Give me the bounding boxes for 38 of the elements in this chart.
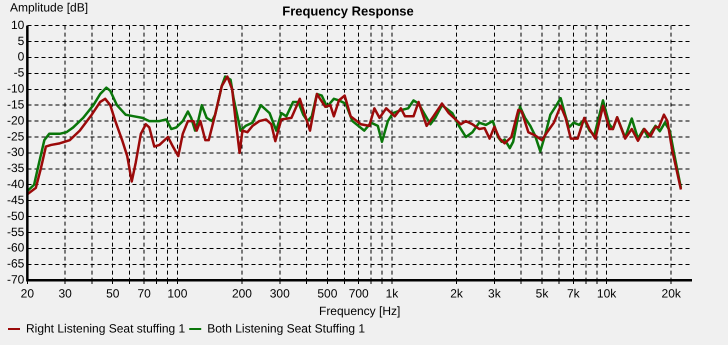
chart-title: Frequency Response	[282, 3, 414, 18]
y-tick-label: -45	[7, 192, 25, 207]
x-tick-label: 100	[167, 286, 188, 301]
y-tick-label: -70	[7, 272, 25, 287]
x-tick-label: 10k	[596, 286, 618, 301]
y-axis-title: Amplitude [dB]	[10, 0, 88, 14]
x-tick-label: 7k	[567, 286, 581, 301]
y-tick-label: 5	[18, 34, 25, 48]
x-tick-label: 500	[317, 286, 338, 301]
y-tick-label: -15	[7, 97, 25, 112]
y-tick-label: -60	[7, 240, 25, 255]
y-tick-label: -30	[7, 145, 25, 160]
y-tick-label: -40	[7, 177, 25, 192]
y-tick-label: -20	[7, 113, 25, 128]
y-tick-label: -25	[7, 129, 25, 144]
legend-label: Both Listening Seat Stuffing 1	[207, 321, 366, 336]
x-tick-label: 3k	[488, 286, 502, 301]
x-tick-label: 5k	[536, 286, 550, 301]
y-tick-label: -55	[7, 224, 25, 239]
legend-label: Right Listening Seat stuffing 1	[26, 321, 186, 336]
x-tick-label: 300	[270, 286, 290, 301]
x-tick-label: 700	[348, 286, 370, 301]
x-axis-title: Frequency [Hz]	[318, 304, 400, 318]
x-tick-label: 20k	[662, 286, 682, 301]
y-tick-label: -10	[7, 82, 25, 96]
x-tick-label: 70	[137, 286, 152, 301]
y-tick-label: 10	[10, 18, 25, 32]
x-tick-label: 200	[232, 286, 252, 301]
x-tick-label: 1k	[386, 286, 400, 301]
y-tick-label: -35	[7, 161, 25, 176]
x-tick-label: 2k	[450, 286, 464, 301]
x-tick-label: 20	[20, 286, 34, 301]
x-tick-label: 30	[58, 286, 72, 301]
y-tick-label: -5	[14, 66, 25, 80]
x-tick-label: 50	[106, 286, 120, 301]
y-tick-label: 0	[18, 50, 25, 64]
y-tick-label: -65	[7, 256, 25, 271]
y-tick-label: -50	[7, 208, 25, 223]
